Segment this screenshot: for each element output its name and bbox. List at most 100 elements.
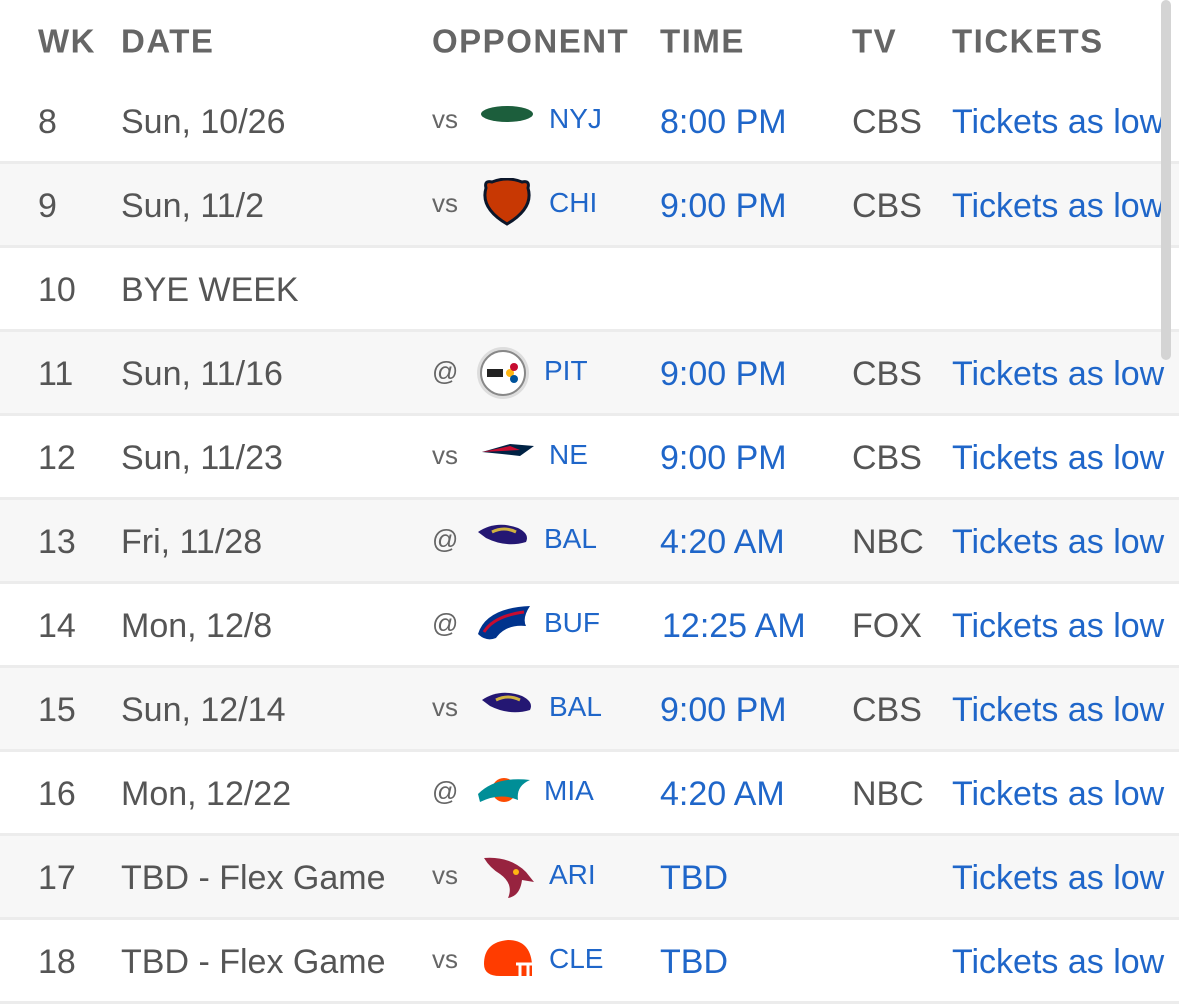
date: Sun, 11/23 [121, 439, 283, 477]
tickets-link[interactable]: Tickets as low [952, 691, 1165, 729]
team-logo [482, 692, 531, 713]
column-header: TICKETS [952, 22, 1104, 60]
week: 10 [38, 271, 76, 309]
header-row: WK DATE OPPONENT TIME TV TICKETS [0, 0, 1179, 84]
team-logo [481, 106, 533, 122]
week: 18 [38, 943, 76, 981]
schedule-row: 16 Mon, 12/22 @ MIA 4:20 AM NBC Tickets as low [0, 752, 1179, 836]
schedule-row: 13 Fri, 11/28 @ BAL 4:20 AM NBC Tickets as low [0, 500, 1179, 584]
game-time: 4:20 AM [660, 775, 785, 813]
game-time: 12:25 AM [662, 607, 806, 645]
home-away: vs [432, 440, 458, 470]
date: Fri, 11/28 [121, 523, 263, 561]
date: Sun, 10/26 [121, 103, 286, 141]
tickets-link[interactable]: Tickets as low [952, 859, 1165, 897]
tv-network: NBC [852, 523, 924, 561]
team-logo [483, 178, 531, 226]
schedule-row: 12 Sun, 11/23 vs NE 9:00 PM CBS Tickets as low [0, 416, 1179, 500]
tv-network: CBS [852, 187, 922, 225]
tv-network: CBS [852, 439, 922, 477]
tickets-link[interactable]: Tickets as low [952, 187, 1165, 225]
scrollbar [1161, 0, 1171, 360]
opponent[interactable]: BAL [549, 691, 602, 722]
opponent[interactable]: ARI [549, 859, 596, 890]
tickets-link[interactable]: Tickets as low [952, 103, 1165, 141]
date: Mon, 12/22 [121, 775, 292, 813]
schedule-row: 11 Sun, 11/16 @ PIT 9:00 PM CBS Tickets as low [0, 332, 1179, 416]
date: TBD - Flex Game [121, 943, 386, 981]
team-logo [478, 778, 530, 802]
date: Sun, 12/14 [121, 691, 286, 729]
schedule-row: 8 Sun, 10/26 vs NYJ 8:00 PM CBS Tickets as low [0, 80, 1179, 164]
tickets-link[interactable]: Tickets as low [952, 943, 1165, 981]
schedule-row: 10 BYE WEEK [0, 248, 1179, 332]
tv-network: NBC [852, 775, 924, 813]
opponent[interactable]: NYJ [549, 103, 602, 134]
date: Sun, 11/16 [121, 355, 283, 393]
home-away: @ [432, 356, 459, 386]
game-time: 9:00 PM [660, 187, 787, 225]
column-header: OPPONENT [432, 22, 630, 60]
date: BYE WEEK [121, 271, 299, 309]
game-time: 8:00 PM [660, 103, 787, 141]
column-header: TIME [660, 22, 745, 60]
team-logo [484, 857, 534, 898]
team-logo [484, 940, 534, 976]
tickets-link[interactable]: Tickets as low [952, 523, 1165, 561]
team-logo [478, 606, 530, 640]
game-time: TBD [660, 859, 728, 897]
schedule-row: 18 TBD - Flex Game vs CLE TBD Tickets as low [0, 920, 1179, 1004]
game-time: 4:20 AM [660, 523, 785, 561]
home-away: vs [432, 944, 458, 974]
tv-network: CBS [852, 103, 922, 141]
opponent[interactable]: MIA [544, 775, 594, 806]
opponent[interactable]: CHI [549, 187, 598, 218]
game-time: 9:00 PM [660, 691, 787, 729]
week: 16 [38, 775, 76, 813]
week: 15 [38, 691, 76, 729]
opponent[interactable]: BAL [544, 523, 597, 554]
tickets-link[interactable]: Tickets as low [952, 355, 1165, 393]
home-away: vs [432, 104, 458, 134]
week: 13 [38, 523, 76, 561]
game-time: 9:00 PM [660, 439, 787, 477]
home-away: @ [432, 608, 459, 638]
week: 11 [38, 355, 74, 393]
column-header: DATE [121, 22, 215, 60]
column-header: WK [38, 22, 96, 60]
team-logo [477, 347, 529, 399]
date: Mon, 12/8 [121, 607, 273, 645]
week: 14 [38, 607, 76, 645]
schedule-row: 15 Sun, 12/14 vs BAL 9:00 PM CBS Tickets as lo… [0, 668, 1179, 752]
opponent[interactable]: NE [549, 439, 588, 470]
schedule-row: 17 TBD - Flex Game vs ARI TBD Tickets as low [0, 836, 1179, 920]
date: Sun, 11/2 [121, 187, 265, 225]
tickets-link[interactable]: Tickets as low [952, 439, 1165, 477]
home-away: @ [432, 524, 459, 554]
home-away: @ [432, 776, 459, 806]
opponent[interactable]: BUF [544, 607, 600, 638]
tv-network: CBS [852, 691, 922, 729]
tv-network: CBS [852, 355, 922, 393]
opponent[interactable]: PIT [544, 355, 588, 386]
game-time: 9:00 PM [660, 355, 787, 393]
week: 12 [38, 439, 76, 477]
column-header: TV [852, 22, 898, 60]
schedule-row: 9 Sun, 11/2 vs CHI 9:00 PM CBS Tickets as low [0, 164, 1179, 248]
game-time: TBD [660, 943, 728, 981]
home-away: vs [432, 188, 458, 218]
home-away: vs [432, 860, 458, 890]
week: 9 [38, 187, 57, 225]
tickets-link[interactable]: Tickets as low [952, 607, 1165, 645]
team-logo [482, 444, 534, 456]
home-away: vs [432, 692, 458, 722]
week: 8 [38, 103, 57, 141]
date: TBD - Flex Game [121, 859, 386, 897]
week: 17 [38, 859, 76, 897]
tickets-link[interactable]: Tickets as low [952, 775, 1165, 813]
schedule-row: 14 Mon, 12/8 @ BUF 12:25 AM FOX Tickets as low [0, 584, 1179, 668]
opponent[interactable]: CLE [549, 943, 604, 974]
tv-network: FOX [852, 607, 922, 645]
team-logo [478, 524, 527, 545]
